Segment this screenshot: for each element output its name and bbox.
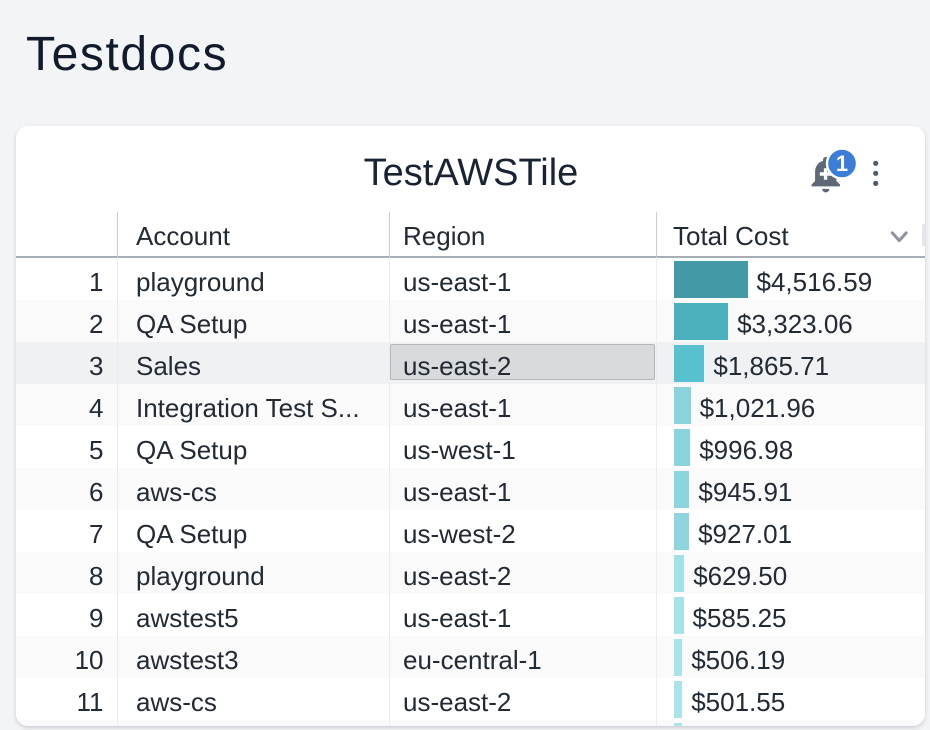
svg-text:1: 1: [836, 151, 848, 176]
